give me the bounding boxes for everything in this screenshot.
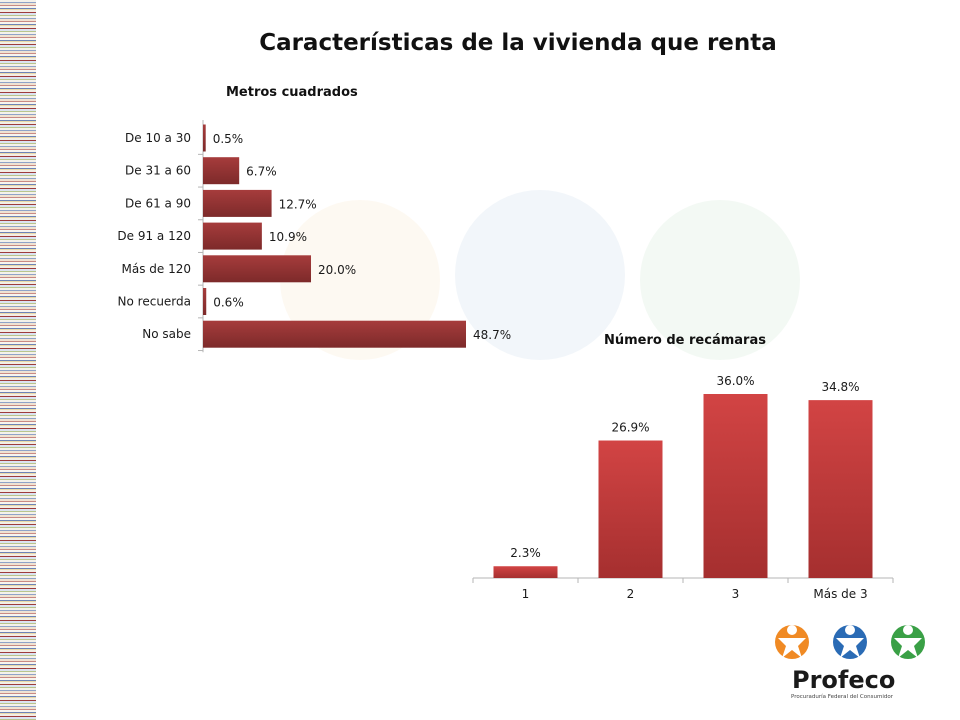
data-label: 0.6%	[213, 296, 244, 310]
category-label: Más de 3	[813, 587, 867, 601]
bar-recamaras-3	[808, 400, 873, 578]
page-title: Características de la vivienda que renta	[259, 30, 777, 56]
logo-figure-green	[891, 625, 925, 659]
profeco-logo	[775, 625, 925, 659]
category-label: De 61 a 90	[125, 196, 191, 210]
category-label: 2	[627, 587, 635, 601]
data-label: 20.0%	[318, 263, 356, 277]
chart-title-metros: Metros cuadrados	[226, 85, 358, 100]
logo-figure-blue	[833, 625, 867, 659]
category-label: De 91 a 120	[117, 229, 191, 243]
bar-metros-1	[203, 157, 240, 185]
logo-wordmark: Profeco	[792, 666, 896, 694]
category-label: 1	[522, 587, 530, 601]
data-label: 12.7%	[279, 197, 317, 211]
data-label: 6.7%	[246, 165, 276, 179]
data-label: 0.5%	[213, 132, 244, 146]
bar-recamaras-1	[598, 440, 663, 578]
bar-recamaras-0	[493, 566, 558, 578]
bar-metros-0	[203, 124, 206, 152]
chart-numero-recamaras: 2.3% 1 26.9% 2 36.0% 3 34.8% Más de 3	[472, 374, 894, 601]
bar-metros-6	[203, 320, 466, 348]
category-label: No recuerda	[118, 295, 191, 309]
chart-title-recamaras: Número de recámaras	[604, 333, 766, 348]
data-label: 2.3%	[510, 546, 541, 560]
bar-recamaras-2	[703, 394, 768, 578]
category-label: Más de 120	[122, 262, 192, 276]
category-label: De 10 a 30	[125, 131, 191, 145]
category-label: No sabe	[142, 327, 191, 341]
data-label: 48.7%	[473, 328, 511, 342]
data-label: 26.9%	[611, 421, 649, 435]
category-label: De 31 a 60	[125, 164, 191, 178]
data-label: 34.8%	[821, 380, 859, 394]
bar-metros-2	[203, 189, 272, 217]
logo-tagline: Procuraduría Federal del Consumidor	[791, 694, 893, 700]
logo-figure-orange	[775, 625, 809, 659]
data-label: 10.9%	[269, 230, 307, 244]
data-label: 36.0%	[716, 374, 754, 388]
chart-metros-cuadrados: De 10 a 30 0.5% De 31 a 60 6.7% De 61 a 90 12…	[117, 120, 511, 353]
category-label: 3	[732, 587, 740, 601]
decorative-stripes	[0, 0, 36, 720]
watermark-figures	[280, 190, 800, 360]
bar-metros-3	[203, 222, 262, 250]
bar-metros-4	[203, 255, 312, 283]
bar-metros-5	[203, 288, 207, 315]
